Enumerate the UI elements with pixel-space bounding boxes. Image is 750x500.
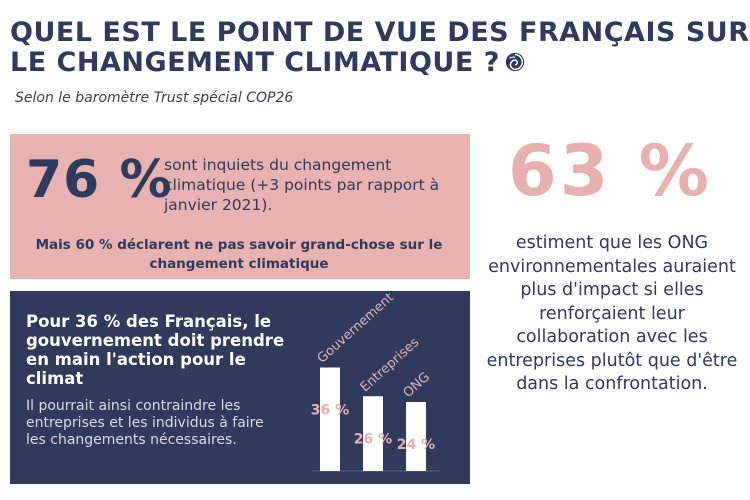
government-body: Il pourrait ainsi contraindre les entrep… [26, 398, 264, 448]
title-line-2: LE CHANGEMENT CLIMATIQUE ? [10, 48, 740, 78]
page-title: QUEL EST LE POINT DE VUE DES FRANÇAIS SU… [10, 17, 750, 78]
title-line-2-text: LE CHANGEMENT CLIMATIQUE ? [10, 47, 500, 78]
category-label-ong: ONG [401, 370, 433, 401]
value-label-entreprises: 26 % [354, 431, 392, 447]
government-heading: Pour 36 % des Français, le gouvernement … [26, 312, 285, 388]
knowledge-statement: Mais 60 % déclarent ne pas savoir grand-… [35, 237, 443, 272]
title-line-1: QUEL EST LE POINT DE VUE DES FRANÇAIS SU… [10, 17, 750, 48]
ngo-description: estiment que les ONG environnementales a… [486, 233, 738, 394]
bar-ong [406, 402, 426, 471]
spiral-logo-icon [505, 52, 525, 72]
worry-description: sont inquiets du changement climatique (… [164, 156, 440, 214]
value-label-ong: 24 % [397, 437, 435, 453]
worry-percent: 76 % [26, 150, 173, 210]
bar-gouvernement [320, 367, 340, 471]
worry-panel [10, 134, 470, 279]
government-panel [10, 291, 470, 484]
bar-entreprises [363, 396, 383, 471]
category-label-gouvernement: Gouvernement [315, 291, 397, 366]
subtitle: Selon le baromètre Trust spécial COP26 [15, 90, 294, 106]
ngo-percent: 63 % [508, 130, 712, 212]
value-label-gouvernement: 36 % [311, 403, 349, 419]
